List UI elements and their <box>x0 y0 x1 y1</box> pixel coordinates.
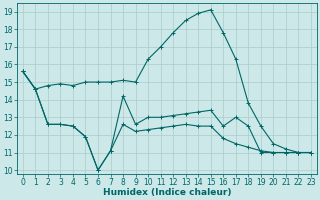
X-axis label: Humidex (Indice chaleur): Humidex (Indice chaleur) <box>103 188 231 197</box>
